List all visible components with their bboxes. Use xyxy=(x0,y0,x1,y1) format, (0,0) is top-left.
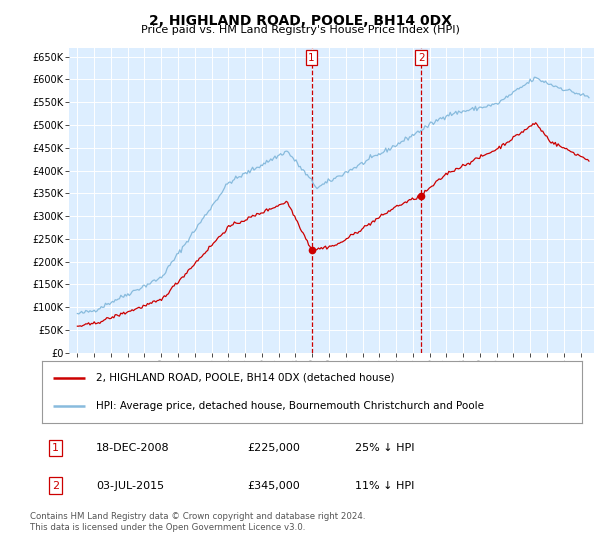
Text: 2, HIGHLAND ROAD, POOLE, BH14 0DX: 2, HIGHLAND ROAD, POOLE, BH14 0DX xyxy=(149,14,451,28)
Text: 03-JUL-2015: 03-JUL-2015 xyxy=(96,480,164,491)
Text: £345,000: £345,000 xyxy=(247,480,300,491)
Text: 11% ↓ HPI: 11% ↓ HPI xyxy=(355,480,415,491)
Text: Contains HM Land Registry data © Crown copyright and database right 2024.
This d: Contains HM Land Registry data © Crown c… xyxy=(30,512,365,532)
Text: Price paid vs. HM Land Registry's House Price Index (HPI): Price paid vs. HM Land Registry's House … xyxy=(140,25,460,35)
Text: 18-DEC-2008: 18-DEC-2008 xyxy=(96,443,170,453)
Text: 2: 2 xyxy=(418,53,425,63)
Text: 1: 1 xyxy=(308,53,315,63)
Text: 2, HIGHLAND ROAD, POOLE, BH14 0DX (detached house): 2, HIGHLAND ROAD, POOLE, BH14 0DX (detac… xyxy=(96,373,395,383)
Text: HPI: Average price, detached house, Bournemouth Christchurch and Poole: HPI: Average price, detached house, Bour… xyxy=(96,401,484,411)
Text: 25% ↓ HPI: 25% ↓ HPI xyxy=(355,443,415,453)
Text: 1: 1 xyxy=(52,443,59,453)
Text: £225,000: £225,000 xyxy=(247,443,300,453)
Text: 2: 2 xyxy=(52,480,59,491)
